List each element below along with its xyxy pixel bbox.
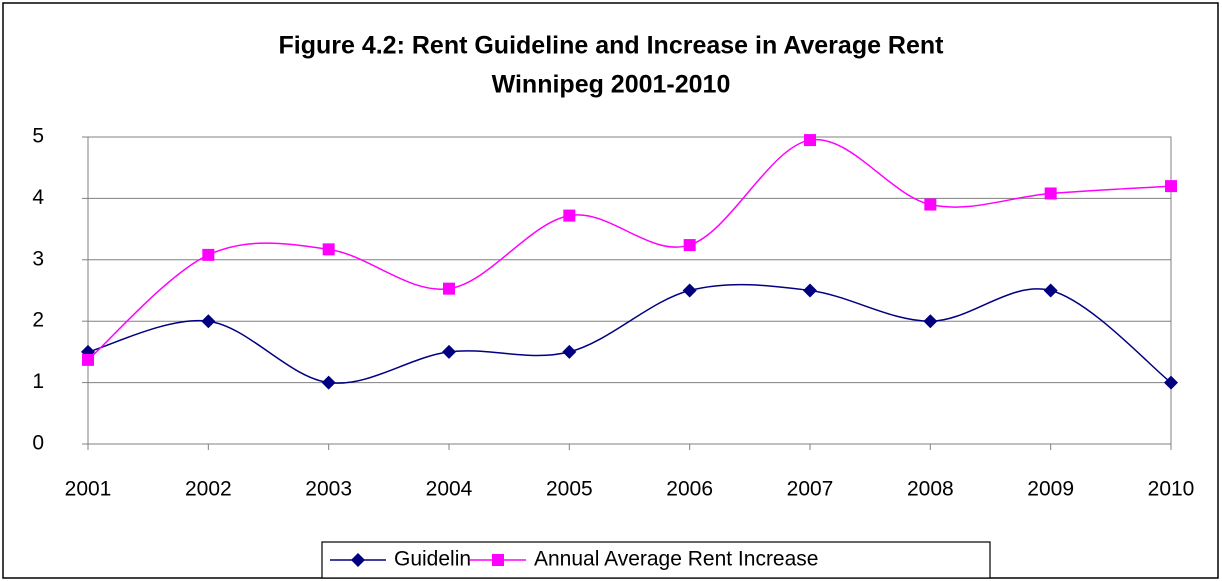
point [803,283,817,298]
point [804,134,816,147]
point [202,248,215,261]
y-tick-label: 2 [32,309,44,332]
point [82,353,94,366]
y-tick-label: 0 [32,432,44,455]
point [682,283,697,298]
point [1165,180,1177,193]
x-tick-label: 2008 [907,478,954,501]
legend-label: Annual Average Rent Increase [534,548,818,571]
series-line [87,283,1172,384]
y-tick-label: 5 [32,125,44,148]
series-line [87,138,1172,361]
point [1043,283,1058,298]
point [322,243,335,256]
point [443,282,455,295]
x-tick-label: 2004 [426,478,473,501]
x-tick-label: 2001 [65,478,112,501]
point [563,209,576,222]
legend-box [321,541,991,579]
point [201,314,216,329]
x-tick-label: 2007 [787,478,834,501]
point [562,344,577,359]
legend-marker [351,553,365,567]
legend-label: Guidelin [394,548,471,571]
point [442,344,456,359]
point [321,375,336,390]
chart-title: Figure 4.2: Rent Guideline and Increase … [279,32,945,60]
chart-title: Winnipeg 2001-2010 [492,71,731,99]
point [683,239,696,252]
x-tick-label: 2002 [185,478,232,501]
point [923,314,938,329]
point [1044,187,1057,200]
legend-marker [492,554,504,566]
plot-area [87,136,1172,445]
y-tick-label: 4 [32,186,44,209]
x-tick-label: 2003 [305,478,352,501]
x-tick-label: 2006 [666,478,713,501]
point [924,198,937,211]
x-tick-label: 2005 [546,478,593,501]
x-tick-label: 2010 [1148,478,1195,501]
y-tick-label: 1 [32,370,44,393]
point [1164,375,1178,390]
x-tick-label: 2009 [1027,478,1074,501]
y-tick-label: 3 [32,247,44,270]
